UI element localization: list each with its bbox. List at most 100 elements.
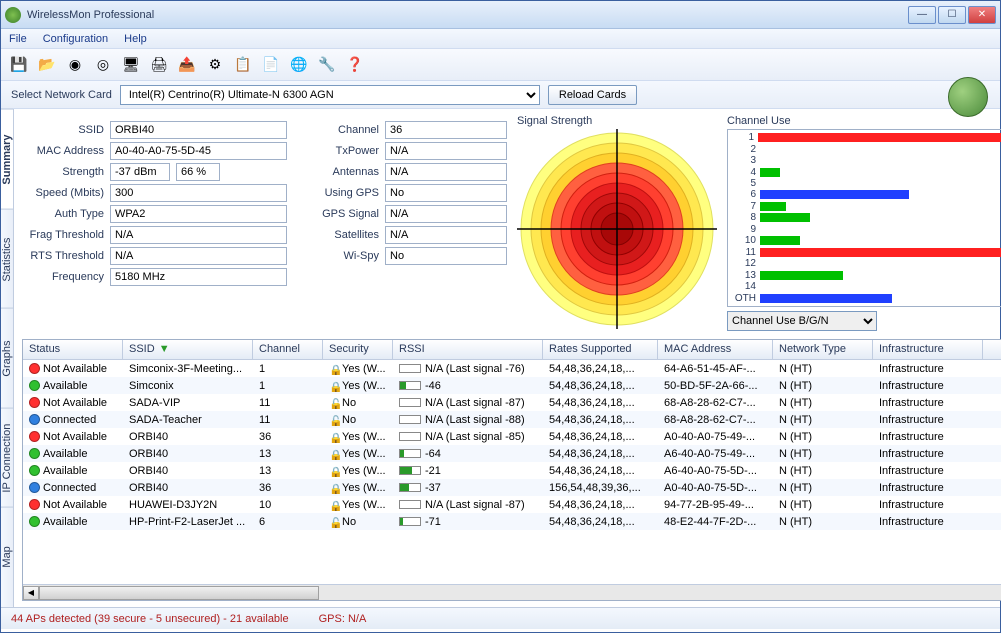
menu-configuration[interactable]: Configuration: [43, 33, 108, 45]
save-icon[interactable]: 💾: [7, 53, 31, 77]
sort-arrow-icon: ▼: [159, 343, 170, 355]
tab-map[interactable]: Map: [1, 507, 13, 607]
channel-use-select[interactable]: Channel Use B/G/N: [727, 311, 877, 331]
channel-bar-row: 9: [732, 224, 1001, 235]
wispy-value: No: [385, 247, 507, 265]
hdr-ssid[interactable]: SSID▼: [123, 340, 253, 359]
hdr-network-type[interactable]: Network Type: [773, 340, 873, 359]
gpssig-label: GPS Signal: [297, 208, 379, 220]
strength-pct: 66 %: [176, 163, 220, 181]
globe-antenna-icon: [948, 77, 988, 117]
channel-bar-row: 6: [732, 189, 1001, 200]
help-icon[interactable]: ❓: [343, 53, 367, 77]
table-row[interactable]: AvailableORBI4013🔒Yes (W...-6454,48,36,2…: [23, 445, 1001, 462]
maximize-button[interactable]: ☐: [938, 6, 966, 24]
channel-bar-row: 12: [732, 258, 1001, 269]
wispy-label: Wi-Spy: [297, 250, 379, 262]
status-gps: GPS: N/A: [319, 613, 367, 625]
target-icon[interactable]: ◎: [91, 53, 115, 77]
network-card-label: Select Network Card: [11, 89, 112, 101]
gpssig-value: N/A: [385, 205, 507, 223]
channel-bar-row: 2: [732, 144, 1001, 155]
mac-label: MAC Address: [22, 145, 104, 157]
gps-label: Using GPS: [297, 187, 379, 199]
horizontal-scrollbar[interactable]: ◀ ▶: [23, 584, 1001, 600]
list-body[interactable]: Not AvailableSimconix-3F-Meeting...1🔒Yes…: [23, 360, 1001, 584]
scroll-thumb[interactable]: [39, 586, 319, 600]
channel-use-bars: 1234567891011121314OTH: [727, 129, 1001, 307]
strength-dbm: -37 dBm: [110, 163, 170, 181]
tab-summary[interactable]: Summary: [1, 109, 13, 209]
auth-value: WPA2: [110, 205, 287, 223]
table-row[interactable]: AvailableSimconix1🔒Yes (W...-4654,48,36,…: [23, 377, 1001, 394]
channel-bar-row: 13: [732, 270, 1001, 281]
frag-label: Frag Threshold: [22, 229, 104, 241]
table-row[interactable]: Not AvailableORBI4036🔒Yes (W...N/A (Last…: [23, 428, 1001, 445]
vertical-tabs: Summary Statistics Graphs IP Connection …: [1, 109, 14, 607]
ssid-value: ORBI40: [110, 121, 287, 139]
ssid-label: SSID: [22, 124, 104, 136]
table-row[interactable]: AvailableHP-Print-F2-LaserJet ...6🔓No-71…: [23, 513, 1001, 530]
table-row[interactable]: Not AvailableSimconix-3F-Meeting...1🔒Yes…: [23, 360, 1001, 377]
tab-statistics[interactable]: Statistics: [1, 209, 13, 309]
speed-label: Speed (Mbits): [22, 187, 104, 199]
tab-ip-connection[interactable]: IP Connection: [1, 408, 13, 508]
scroll-left-button[interactable]: ◀: [23, 586, 39, 600]
minimize-button[interactable]: —: [908, 6, 936, 24]
app-icon: [5, 7, 21, 23]
connection-details-mid: Channel36 TxPowerN/A AntennasN/A Using G…: [297, 115, 507, 335]
signal-strength-title: Signal Strength: [517, 115, 717, 127]
menu-file[interactable]: File: [9, 33, 27, 45]
auth-label: Auth Type: [22, 208, 104, 220]
table-row[interactable]: ConnectedSADA-Teacher11🔓NoN/A (Last sign…: [23, 411, 1001, 428]
hdr-infrastructure[interactable]: Infrastructure: [873, 340, 983, 359]
record-icon[interactable]: ◉: [63, 53, 87, 77]
hdr-status[interactable]: Status: [23, 340, 123, 359]
channel-bar-row: 7: [732, 201, 1001, 212]
menubar: File Configuration Help: [1, 29, 1000, 49]
hdr-security[interactable]: Security: [323, 340, 393, 359]
channel-bar-row: 14: [732, 281, 1001, 292]
network-card-row: Select Network Card Intel(R) Centrino(R)…: [1, 81, 1000, 109]
tab-graphs[interactable]: Graphs: [1, 308, 13, 408]
monitors-icon[interactable]: 🖥: [119, 53, 143, 77]
open-icon[interactable]: 📂: [35, 53, 59, 77]
table-row[interactable]: Not AvailableSADA-VIP11🔓NoN/A (Last sign…: [23, 394, 1001, 411]
log-icon[interactable]: 📋: [231, 53, 255, 77]
connection-details-left: SSIDORBI40 MAC AddressA0-40-A0-75-5D-45 …: [22, 115, 287, 335]
freq-value: 5180 MHz: [110, 268, 287, 286]
rts-value: N/A: [110, 247, 287, 265]
gear-icon[interactable]: 🔧: [315, 53, 339, 77]
table-row[interactable]: ConnectedORBI4036🔒Yes (W...-37156,54,48,…: [23, 479, 1001, 496]
reload-cards-button[interactable]: Reload Cards: [548, 85, 637, 105]
channel-bar-row: 1: [732, 132, 1001, 143]
menu-help[interactable]: Help: [124, 33, 147, 45]
config-icon[interactable]: ⚙: [203, 53, 227, 77]
gps-value: No: [385, 184, 507, 202]
network-card-select[interactable]: Intel(R) Centrino(R) Ultimate-N 6300 AGN: [120, 85, 540, 105]
channel-label: Channel: [297, 124, 379, 136]
strength-label: Strength: [22, 166, 104, 178]
export-icon[interactable]: 📤: [175, 53, 199, 77]
hdr-rates[interactable]: Rates Supported: [543, 340, 658, 359]
hdr-mac[interactable]: MAC Address: [658, 340, 773, 359]
antennas-value: N/A: [385, 163, 507, 181]
channel-use-panel: Channel Use 1234567891011121314OTH Chann…: [727, 115, 1001, 335]
status-aps: 44 APs detected (39 secure - 5 unsecured…: [11, 613, 289, 625]
close-button[interactable]: ✕: [968, 6, 996, 24]
channel-bar-row: 3: [732, 155, 1001, 166]
globe-icon[interactable]: 🌐: [287, 53, 311, 77]
hdr-channel[interactable]: Channel: [253, 340, 323, 359]
channel-bar-row: 4: [732, 167, 1001, 178]
statusbar: 44 APs detected (39 secure - 5 unsecured…: [1, 607, 1000, 629]
signal-radar-chart: [517, 129, 717, 329]
print-icon[interactable]: 🖨: [147, 53, 171, 77]
freq-label: Frequency: [22, 271, 104, 283]
txpower-label: TxPower: [297, 145, 379, 157]
channel-use-title: Channel Use: [727, 115, 1001, 127]
clipboard-icon[interactable]: 📄: [259, 53, 283, 77]
table-row[interactable]: AvailableORBI4013🔒Yes (W...-2154,48,36,2…: [23, 462, 1001, 479]
table-row[interactable]: Not AvailableHUAWEI-D3JY2N10🔒Yes (W...N/…: [23, 496, 1001, 513]
hdr-rssi[interactable]: RSSI: [393, 340, 543, 359]
txpower-value: N/A: [385, 142, 507, 160]
